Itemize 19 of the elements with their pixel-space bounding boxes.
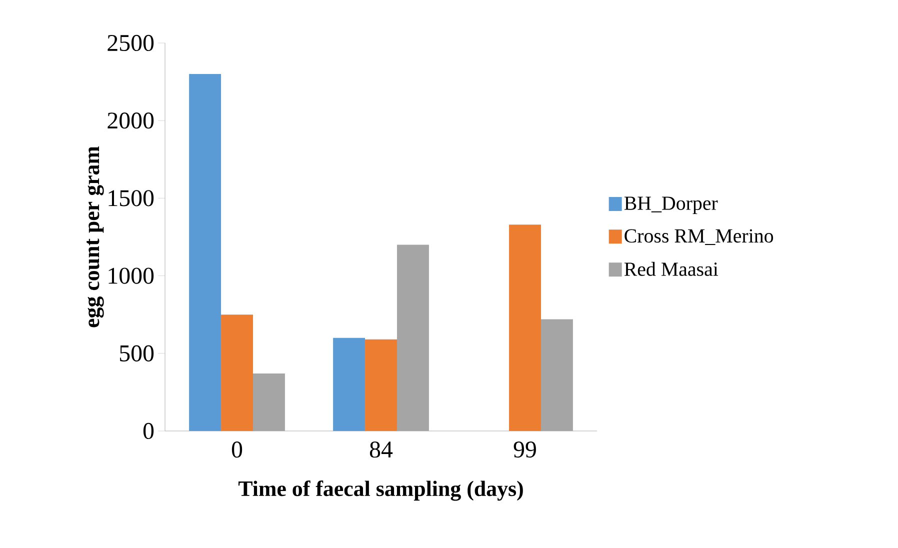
x-tick-label: 99 (514, 442, 536, 458)
legend-label: Cross RM_Merino (624, 229, 774, 246)
y-tick-label: 1000 (108, 268, 154, 284)
x-tick-label: 0 (232, 442, 242, 458)
bar (333, 338, 366, 431)
y-tick-label: 500 (120, 345, 154, 362)
legend-label: Red Maasai (624, 262, 718, 276)
y-tick-label: 2500 (108, 34, 154, 52)
x-tick-label: 84 (370, 442, 393, 458)
y-tick-label: 2000 (108, 112, 154, 129)
bar (189, 74, 222, 431)
y-tick-label: 1500 (108, 190, 154, 206)
bar (365, 339, 397, 431)
legend-label: BH_Dorper (624, 196, 718, 214)
y-tick-label: 0 (143, 422, 154, 440)
x-axis-title: Time of faecal sampling (days) (238, 480, 523, 501)
bar (221, 314, 253, 431)
y-axis-title: egg count per gram (86, 146, 104, 328)
bar (509, 224, 541, 431)
